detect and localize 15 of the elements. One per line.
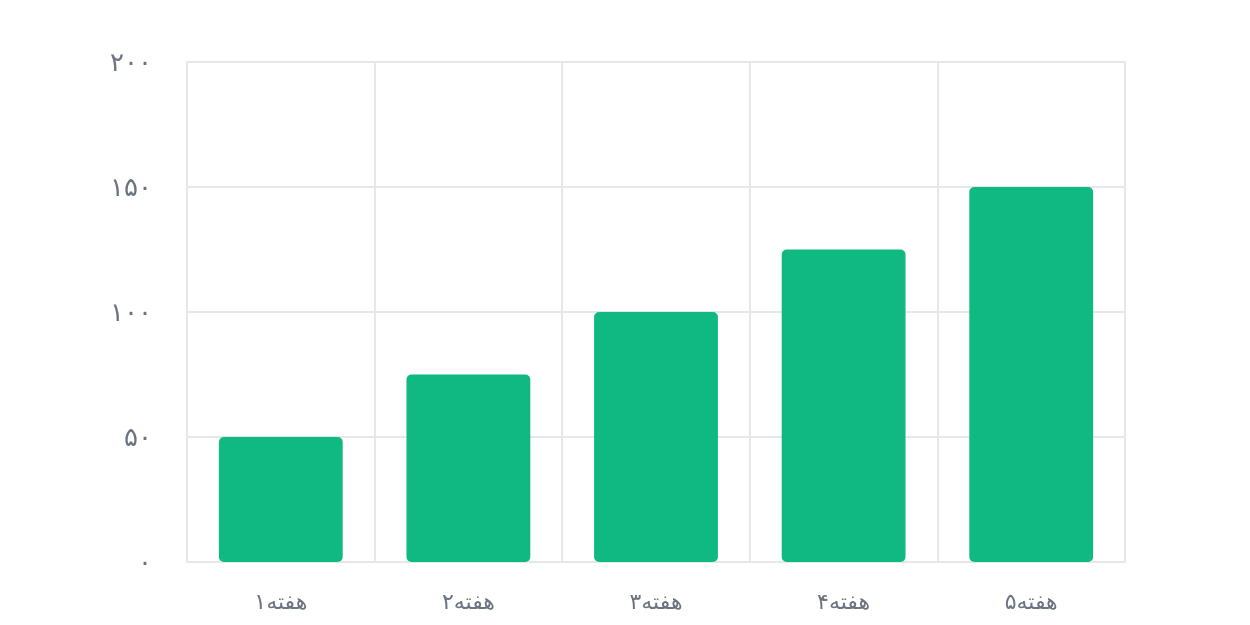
- bar: [781, 249, 906, 562]
- bar: [406, 374, 531, 562]
- y-tick-label: ۱۵۰: [110, 172, 152, 202]
- x-tick-label: هفته۳: [629, 588, 683, 614]
- y-tick-label: ۱۰۰: [110, 297, 152, 327]
- y-tick-label: ۵۰: [124, 422, 152, 452]
- y-tick-label: ۲۰۰: [110, 47, 152, 77]
- x-tick-label: هفته۵: [1004, 588, 1058, 614]
- x-tick-label: هفته۱: [254, 588, 308, 614]
- bar: [594, 312, 718, 562]
- bar: [218, 437, 343, 562]
- x-tick-label: هفته۲: [441, 588, 495, 614]
- x-tick-label: هفته۴: [817, 588, 871, 614]
- bar: [969, 187, 1094, 562]
- y-tick-label: ۰: [138, 547, 152, 577]
